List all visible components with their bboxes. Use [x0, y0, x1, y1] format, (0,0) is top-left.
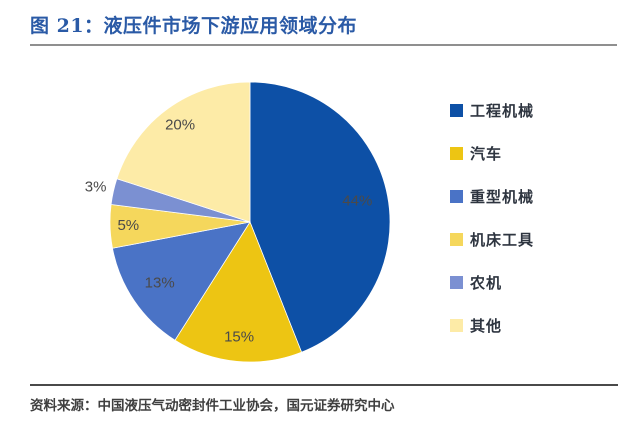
- legend-label: 机床工具: [470, 230, 535, 249]
- data-label-重型机械: 13%: [145, 274, 175, 291]
- pie-chart: 44% 15% 13% 5% 3% 20%: [85, 81, 391, 363]
- legend-item-工程机械: 工程机械: [450, 99, 534, 121]
- source-note: 资料来源：中国液压气动密封件工业协会，国元证券研究中心: [30, 398, 395, 414]
- pie-slice-汽车: [174, 221, 303, 363]
- chart-legend: 工程机械汽车重型机械机床工具农机其他: [450, 99, 534, 336]
- legend-swatch-icon: [450, 318, 463, 332]
- legend-swatch-icon: [450, 189, 463, 203]
- legend-swatch-icon: [450, 146, 463, 160]
- legend-item-农机: 农机: [450, 271, 534, 293]
- legend-label: 重型机械: [470, 187, 535, 206]
- legend-item-其他: 其他: [450, 314, 534, 336]
- data-label-农机: 3%: [85, 178, 107, 195]
- legend-item-汽车: 汽车: [450, 142, 534, 164]
- legend-label: 其他: [470, 316, 503, 335]
- footer-divider: [30, 384, 618, 386]
- legend-item-重型机械: 重型机械: [450, 185, 534, 207]
- data-label-工程机械: 44%: [342, 192, 372, 209]
- legend-label: 汽车: [470, 144, 503, 163]
- title-divider: [30, 44, 617, 46]
- legend-swatch-icon: [450, 275, 463, 289]
- legend-item-机床工具: 机床工具: [450, 228, 534, 250]
- legend-label: 农机: [470, 273, 503, 292]
- data-label-汽车: 15%: [224, 329, 254, 346]
- legend-swatch-icon: [450, 103, 463, 117]
- pie-slice-工程机械: [249, 81, 391, 353]
- data-label-其他: 20%: [165, 117, 195, 134]
- figure-title: 图 21：液压件市场下游应用领域分布: [30, 15, 358, 37]
- legend-swatch-icon: [450, 232, 463, 246]
- data-label-机床工具: 5%: [117, 217, 139, 234]
- pie-slice-重型机械: [112, 221, 251, 341]
- legend-label: 工程机械: [470, 101, 535, 120]
- pie-slice-其他: [116, 81, 251, 223]
